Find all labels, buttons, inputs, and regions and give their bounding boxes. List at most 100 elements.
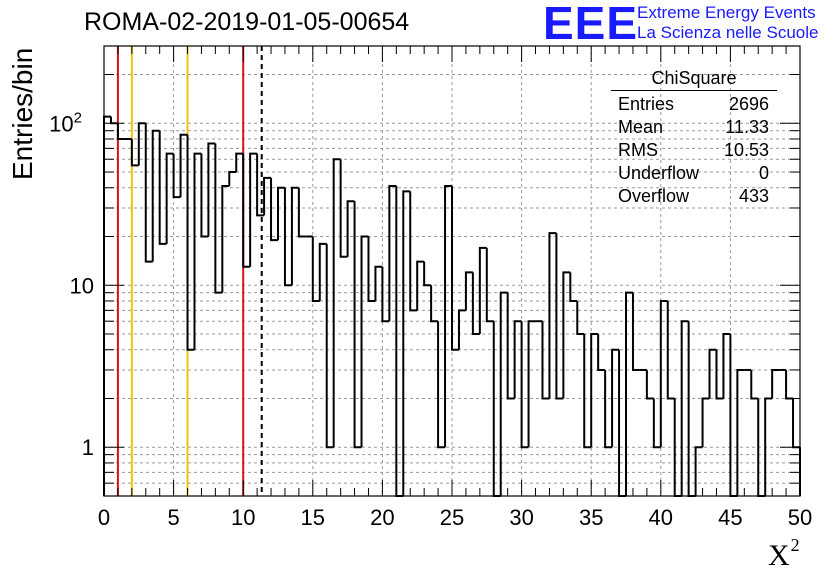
histogram-bin <box>193 152 202 350</box>
histogram-bin <box>290 186 299 286</box>
y-tick-label: 102 <box>49 109 82 136</box>
histogram-bin <box>444 185 452 448</box>
histogram-bin <box>666 300 675 400</box>
histogram-bin <box>374 265 383 301</box>
histogram-bin <box>499 291 508 496</box>
threshold-lines <box>116 46 263 496</box>
histogram-bin <box>471 272 480 336</box>
x-axis-label: X2 <box>768 535 800 573</box>
histogram-bin <box>464 271 473 311</box>
histogram-bin <box>360 235 369 448</box>
histogram-bin <box>318 242 327 301</box>
x-tick-label: 50 <box>788 505 812 530</box>
axes: 0 5 10 15 20 25 30 35 40 45 50 1 10 102 <box>49 45 812 530</box>
y-tick-label: 1 <box>82 435 94 460</box>
histogram-bin <box>652 398 661 449</box>
stats-divider <box>611 90 777 91</box>
histogram-bin <box>687 321 696 497</box>
x-tick-label: 25 <box>440 505 464 530</box>
histogram-bin <box>207 142 216 237</box>
histogram-bin <box>221 185 230 293</box>
histogram-bin <box>402 190 411 496</box>
histogram-bin <box>792 398 800 449</box>
histogram-bin <box>346 200 355 257</box>
histogram-bin <box>283 187 292 287</box>
stats-value: 433 <box>738 186 769 206</box>
histogram-bin <box>367 236 376 302</box>
histogram-bin <box>506 292 515 400</box>
x-tick-label: 10 <box>231 505 255 530</box>
histogram-bin <box>381 266 390 323</box>
histogram-bin <box>297 187 306 238</box>
histogram-bin <box>771 368 780 399</box>
histogram-bin <box>492 321 501 497</box>
histogram-bin <box>423 261 432 287</box>
stats-label: Mean <box>618 117 664 137</box>
histogram-bin <box>597 334 606 371</box>
histogram-bin <box>158 130 167 245</box>
histogram-bin <box>228 171 237 187</box>
x-tick-label: 40 <box>649 505 673 530</box>
y-axis-label: Entries/bin <box>7 47 38 180</box>
histogram-bin <box>144 123 153 263</box>
chart-title: ROMA-02-2019-01-05-00654 <box>84 8 410 36</box>
histogram-bin <box>263 176 272 216</box>
stats-row-rms: RMS 10.53 <box>611 139 777 162</box>
logo-line-1: Extreme Energy Events <box>637 3 816 22</box>
histogram-bin <box>645 369 654 400</box>
stats-value: 10.53 <box>723 140 769 160</box>
histogram-bin <box>680 320 689 496</box>
stats-row-mean: Mean 11.33 <box>611 116 777 139</box>
histogram-bin <box>576 300 585 336</box>
x-tick-label: 30 <box>509 505 533 530</box>
histogram-bin <box>103 115 111 496</box>
histogram-bin <box>625 291 633 496</box>
histogram-bin <box>736 368 745 496</box>
stats-value: 0 <box>758 163 769 183</box>
histogram-bin <box>165 152 174 244</box>
histogram-bin <box>249 152 258 267</box>
histogram-bin <box>785 369 794 400</box>
stats-row-entries: Entries 2696 <box>611 93 777 116</box>
stats-value: 11.33 <box>725 117 769 137</box>
eee-logo: EEE <box>543 0 639 49</box>
histogram-bin <box>722 333 731 399</box>
histogram-bin <box>353 201 362 449</box>
histogram-bin <box>729 334 738 497</box>
histogram-bin <box>527 320 536 448</box>
histogram-bin <box>708 348 717 399</box>
histogram-bin <box>694 446 703 496</box>
histogram-bin <box>116 123 125 140</box>
histogram-bin <box>485 247 494 323</box>
histogram-bin <box>548 232 557 399</box>
histogram-bin <box>151 129 160 262</box>
histogram-bin <box>339 159 348 258</box>
histogram-bin <box>541 321 550 400</box>
histogram-bin <box>409 191 418 312</box>
stats-title: ChiSquare <box>651 68 737 88</box>
histogram-bin <box>137 122 146 166</box>
histogram-bin <box>256 153 265 217</box>
histogram-bin <box>388 185 397 322</box>
x-tick-label: 0 <box>98 505 110 530</box>
histogram-bin <box>325 243 334 449</box>
histogram-bin <box>478 246 487 335</box>
histogram-bin <box>235 152 244 173</box>
stats-box: ChiSquare Entries 2696 Mean 11.33 RMS 10.53… <box>611 66 777 208</box>
histogram-bin <box>130 138 139 167</box>
histogram-bin <box>311 236 320 302</box>
histogram-bin <box>186 134 195 351</box>
histogram-bin <box>277 186 285 241</box>
logo-line-2: La Scienza nelle Scuole <box>637 23 819 42</box>
histogram-bin <box>332 158 341 448</box>
histogram-bin <box>750 369 759 400</box>
histogram-bin <box>513 320 522 399</box>
histogram-bin <box>555 233 564 400</box>
y-tick-label: 10 <box>70 273 94 298</box>
histogram-bin <box>109 116 118 125</box>
x-tick-label: 45 <box>718 505 742 530</box>
stats-row-overflow: Overflow 433 <box>611 185 777 208</box>
histogram-bin <box>430 285 439 323</box>
histogram-bin <box>631 292 640 371</box>
